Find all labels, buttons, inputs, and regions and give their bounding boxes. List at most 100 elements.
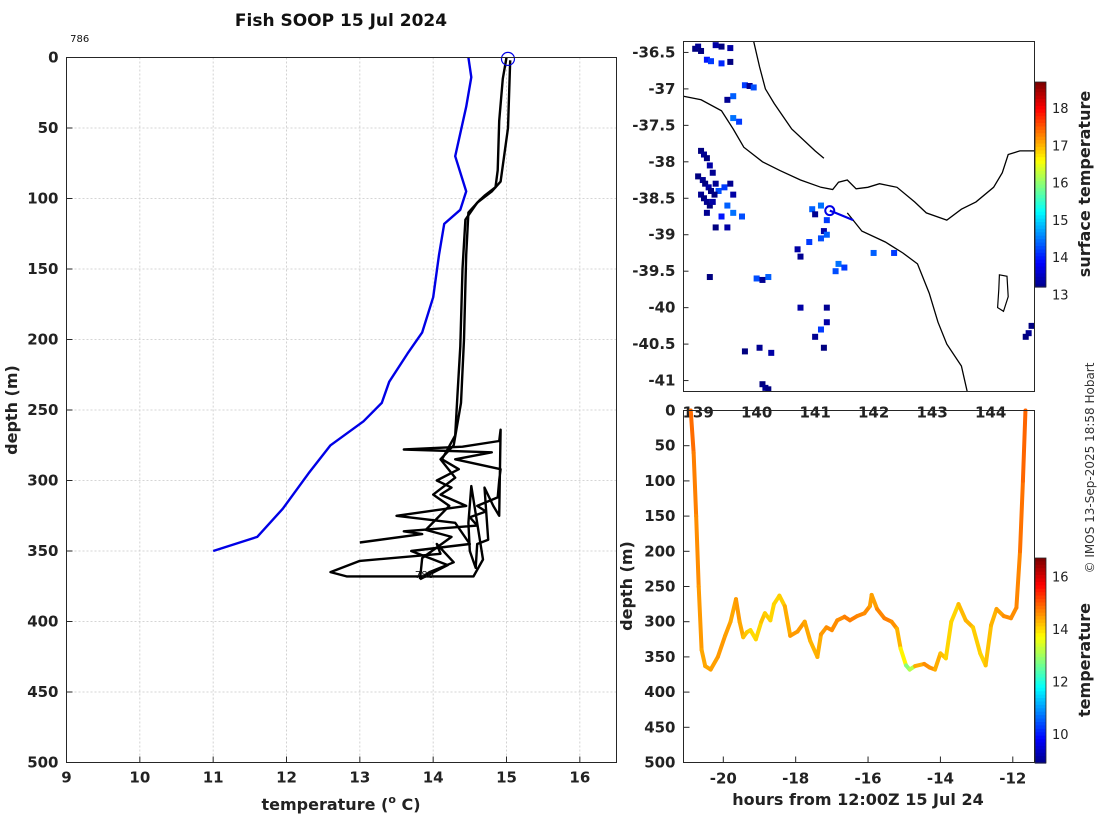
colorbar-segment <box>1035 674 1046 679</box>
sst-pixel <box>706 274 713 281</box>
track-segment <box>943 619 954 661</box>
sst-pixel <box>820 344 827 351</box>
y-tick-label: 400 <box>27 613 58 631</box>
depth-time-colorbar: 10 12 14 16 <box>1034 557 1069 764</box>
colorbar-segment <box>1035 636 1046 641</box>
series-ascent <box>395 60 512 581</box>
colorbar-segment <box>1035 735 1046 740</box>
map-y-tick-label: -40 <box>648 299 675 317</box>
profile-x-tick-labels: 9 10 11 12 13 14 15 16 <box>61 769 590 787</box>
colorbar-segment <box>1035 273 1046 278</box>
depth-time-x-tick-label: -12 <box>999 770 1026 788</box>
colorbar-segment <box>1035 181 1046 186</box>
surface-start-circle <box>500 51 516 67</box>
colorbar-segment <box>1035 657 1046 662</box>
map-axes-frame <box>683 41 1035 392</box>
sst-pixel <box>727 58 734 65</box>
map-y-tick-label: -36.5 <box>632 43 675 61</box>
colorbar-segment <box>1035 211 1046 216</box>
chart-title: Fish SOOP 15 Jul 2024 <box>235 11 447 31</box>
x-label-part-1: temperature ( <box>261 795 388 814</box>
profile-y-tick-labels: 0 50 100 150 200 250 300 350 400 450 500 <box>27 49 58 772</box>
colorbar-segment <box>1035 82 1046 87</box>
sst-pixel <box>703 155 710 162</box>
colorbar-segment <box>1035 691 1046 696</box>
sst-pixel <box>823 319 830 326</box>
map-y-tick-label: -40.5 <box>632 335 675 353</box>
y-tick-label: 450 <box>27 683 58 701</box>
x-tick-label: 14 <box>423 769 444 787</box>
colorbar-segment <box>1035 191 1046 196</box>
sst-pixel <box>741 82 748 89</box>
colorbar-segment <box>1035 116 1046 121</box>
depth-time-colorbar-label: temperature <box>1075 603 1094 717</box>
colorbar-segment <box>1035 174 1046 179</box>
depth-time-axes-frame <box>683 410 1035 763</box>
x-tick-label: 10 <box>129 769 150 787</box>
colorbar-segment <box>1035 578 1046 583</box>
colorbar-segment <box>1035 239 1046 244</box>
colorbar-segment <box>1035 259 1046 264</box>
sst-pixel <box>823 304 830 311</box>
sst-pixel <box>823 217 830 224</box>
colorbar-segment <box>1035 143 1046 148</box>
map-y-tick-label: -38 <box>648 153 675 171</box>
track-segment <box>815 632 824 659</box>
colorbar-segment <box>1035 95 1046 100</box>
profile-annotation: 786 <box>70 34 89 45</box>
track-segment <box>802 619 813 643</box>
sst-pixel <box>698 147 705 154</box>
colorbar-segment <box>1035 622 1046 627</box>
colorbar-segment <box>1035 112 1046 117</box>
track-segment <box>694 514 701 589</box>
profile-grid <box>66 57 617 763</box>
colorbar-tick-label: 14 <box>1052 623 1069 638</box>
colorbar-segment <box>1035 167 1046 172</box>
colorbar-segment <box>1035 687 1046 692</box>
colorbar-segment <box>1035 88 1046 93</box>
colorbar-segment <box>1035 575 1046 580</box>
y-tick-label: 50 <box>38 119 59 137</box>
series-climatology <box>212 57 473 553</box>
profile-x-axis-label: temperature (o C) <box>261 793 420 814</box>
colorbar-segment <box>1035 215 1046 220</box>
sst-pixel <box>698 191 705 198</box>
colorbar-segment <box>1035 745 1046 750</box>
coastline-upper <box>753 42 825 159</box>
map-y-tick-label: -37.5 <box>632 116 675 134</box>
colorbar-segment <box>1035 759 1046 764</box>
colorbar-segment <box>1035 170 1046 175</box>
sst-pixel <box>695 43 702 50</box>
colorbar-segment <box>1035 609 1046 614</box>
colorbar-segment <box>1035 157 1046 162</box>
sst-pixel <box>812 211 819 218</box>
sst-pixel <box>703 56 710 63</box>
y-tick-label: 100 <box>27 190 58 208</box>
vessel-position-circle <box>824 205 836 217</box>
sst-pixel <box>724 224 731 231</box>
sst-pixel <box>812 333 819 340</box>
colorbar-segment <box>1035 129 1046 134</box>
depth-time-y-tick-label: 100 <box>644 472 675 490</box>
track-segment <box>869 592 880 612</box>
colorbar-segment <box>1035 605 1046 610</box>
sst-pixel <box>730 191 737 198</box>
sst-pixel <box>718 213 725 220</box>
colorbar-segment <box>1035 140 1046 145</box>
depth-time-y-tick-label: 350 <box>644 648 675 666</box>
colorbar-segment <box>1035 256 1046 261</box>
y-tick-label: 150 <box>27 260 58 278</box>
vessel-track <box>829 209 854 222</box>
x-tick-label: 16 <box>569 769 590 787</box>
colorbar-segment <box>1035 102 1046 107</box>
map-x-tick-label: 139 <box>682 404 713 422</box>
sst-pixel <box>736 118 743 125</box>
sst-pixel <box>712 42 719 49</box>
colorbar-segment <box>1035 235 1046 240</box>
sst-pixel <box>768 349 775 356</box>
sst-pixel <box>1028 322 1034 329</box>
depth-time-x-tick-label: -18 <box>782 770 809 788</box>
colorbar-segment <box>1035 187 1046 192</box>
track-segment <box>708 654 720 672</box>
